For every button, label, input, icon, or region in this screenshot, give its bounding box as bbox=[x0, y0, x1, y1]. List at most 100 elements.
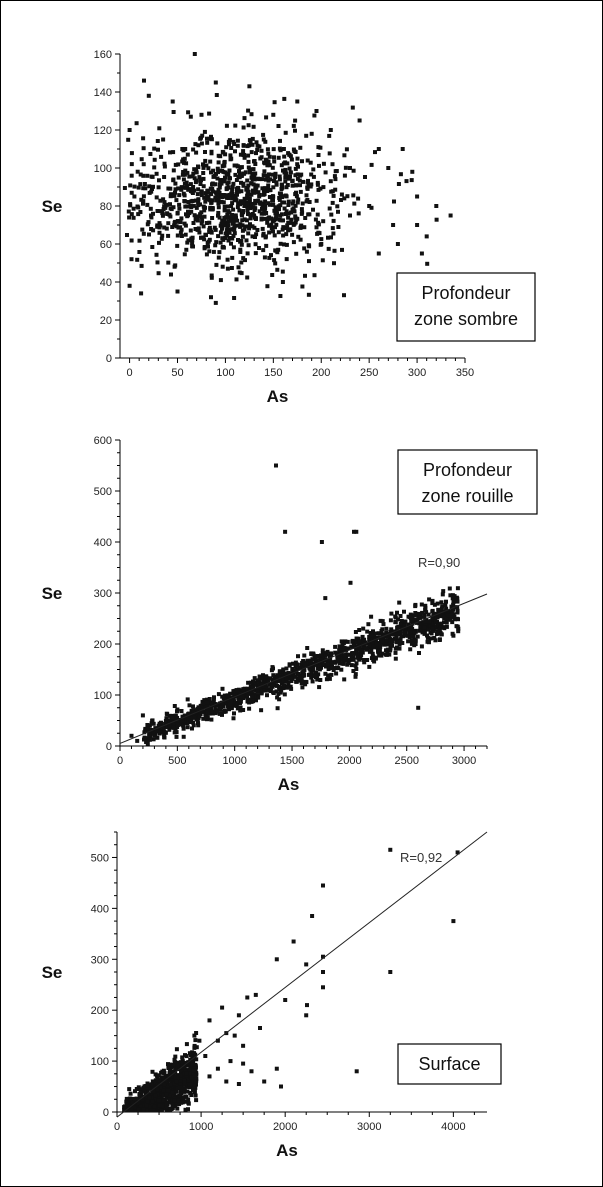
chart1-point bbox=[147, 232, 151, 237]
chart1-point bbox=[231, 139, 236, 144]
chart1-point bbox=[274, 215, 279, 220]
chart2-point bbox=[342, 677, 347, 682]
chart1-point bbox=[171, 150, 176, 155]
chart1-point bbox=[226, 219, 231, 224]
chart1-point bbox=[201, 162, 205, 167]
chart1-point bbox=[235, 143, 240, 148]
chart2-point bbox=[329, 651, 334, 656]
chart3-point bbox=[158, 1103, 162, 1108]
chart2-point bbox=[451, 602, 456, 607]
chart1-point bbox=[238, 152, 243, 157]
chart1-point bbox=[314, 109, 319, 113]
chart3-point bbox=[145, 1088, 150, 1093]
chart2-point bbox=[384, 638, 389, 643]
chart2-point bbox=[277, 684, 282, 689]
chart1-point bbox=[244, 218, 249, 223]
chart1-point bbox=[173, 263, 178, 268]
chart2-point bbox=[184, 715, 189, 719]
chart2-point bbox=[308, 672, 312, 677]
chart1-point bbox=[348, 166, 352, 170]
chart2-point bbox=[167, 723, 172, 728]
chart1-point bbox=[265, 189, 270, 193]
chart1-point bbox=[176, 162, 181, 167]
chart2-point bbox=[367, 635, 372, 639]
chart1-label-box-text: Profondeur bbox=[421, 283, 510, 303]
chart2-point bbox=[329, 672, 334, 677]
chart1-point bbox=[269, 253, 273, 258]
chart2-point bbox=[175, 723, 180, 727]
chart2-point bbox=[398, 614, 403, 618]
chart1-point bbox=[287, 166, 292, 171]
chart3-point bbox=[149, 1095, 154, 1100]
chart2-point bbox=[323, 651, 328, 656]
chart1-point bbox=[209, 200, 214, 205]
chart2-point bbox=[317, 685, 322, 690]
chart1-point bbox=[122, 186, 127, 190]
chart1-point bbox=[272, 218, 277, 223]
chart1-point bbox=[306, 292, 311, 297]
chart1-point bbox=[245, 275, 250, 280]
chart1-point bbox=[189, 209, 194, 214]
chart1-point bbox=[218, 278, 223, 283]
chart1-point bbox=[293, 203, 298, 208]
chart1-point bbox=[224, 193, 229, 198]
chart1-point bbox=[173, 162, 178, 167]
chart3-point bbox=[170, 1094, 175, 1098]
chart1-point bbox=[128, 203, 133, 208]
chart2-point bbox=[425, 635, 430, 640]
chart2-point bbox=[438, 624, 443, 629]
chart1-point bbox=[357, 118, 362, 123]
chart1-point bbox=[128, 183, 133, 188]
chart3-point bbox=[136, 1108, 141, 1112]
chart1-point bbox=[242, 155, 247, 160]
chart2-point bbox=[346, 646, 351, 651]
chart1-point bbox=[234, 178, 239, 182]
chart1-point bbox=[299, 211, 304, 216]
chart3-point bbox=[159, 1077, 164, 1082]
chart1-point bbox=[311, 167, 316, 172]
chart2-point bbox=[375, 642, 379, 647]
chart2-point bbox=[155, 735, 160, 740]
chart2-point bbox=[156, 729, 160, 734]
chart3-point bbox=[156, 1078, 160, 1083]
chart3-point bbox=[172, 1098, 177, 1103]
chart1-point bbox=[182, 252, 187, 257]
chart1-point bbox=[270, 172, 275, 177]
chart1-point bbox=[228, 153, 233, 158]
chart2-point bbox=[144, 740, 149, 744]
chart2-point bbox=[226, 698, 231, 703]
chart2-point bbox=[430, 615, 435, 620]
chart2-point bbox=[295, 672, 300, 677]
chart3-point bbox=[143, 1086, 148, 1091]
chart1-point bbox=[255, 228, 260, 232]
chart2-point bbox=[247, 697, 252, 702]
chart1-point bbox=[226, 139, 231, 144]
chart1-point bbox=[241, 183, 246, 188]
chart2-point bbox=[196, 721, 200, 726]
chart2-point bbox=[413, 638, 418, 643]
chart1-point bbox=[175, 210, 180, 215]
chart3-point bbox=[147, 1104, 152, 1109]
chart1-point bbox=[256, 176, 261, 181]
chart1-point bbox=[434, 217, 439, 222]
chart3-point bbox=[304, 1013, 309, 1018]
chart1-point bbox=[267, 255, 272, 260]
chart2-point bbox=[281, 667, 286, 672]
chart2-point bbox=[284, 666, 289, 671]
chart1-point bbox=[270, 165, 275, 170]
chart1-point bbox=[284, 226, 289, 230]
chart3-point bbox=[147, 1107, 152, 1112]
chart3-point bbox=[187, 1071, 192, 1076]
chart1-point bbox=[145, 202, 150, 207]
chart2-point bbox=[389, 627, 394, 632]
chart1-point bbox=[188, 182, 193, 187]
chart1-point bbox=[245, 208, 250, 213]
chart1-point bbox=[298, 189, 303, 194]
chart1-point bbox=[216, 255, 221, 260]
chart2-point bbox=[419, 628, 424, 633]
chart2-point bbox=[438, 614, 443, 618]
chart1-point bbox=[229, 146, 234, 150]
chart2-point bbox=[435, 601, 440, 606]
chart1-point bbox=[154, 171, 159, 176]
chart1-point bbox=[134, 121, 139, 126]
